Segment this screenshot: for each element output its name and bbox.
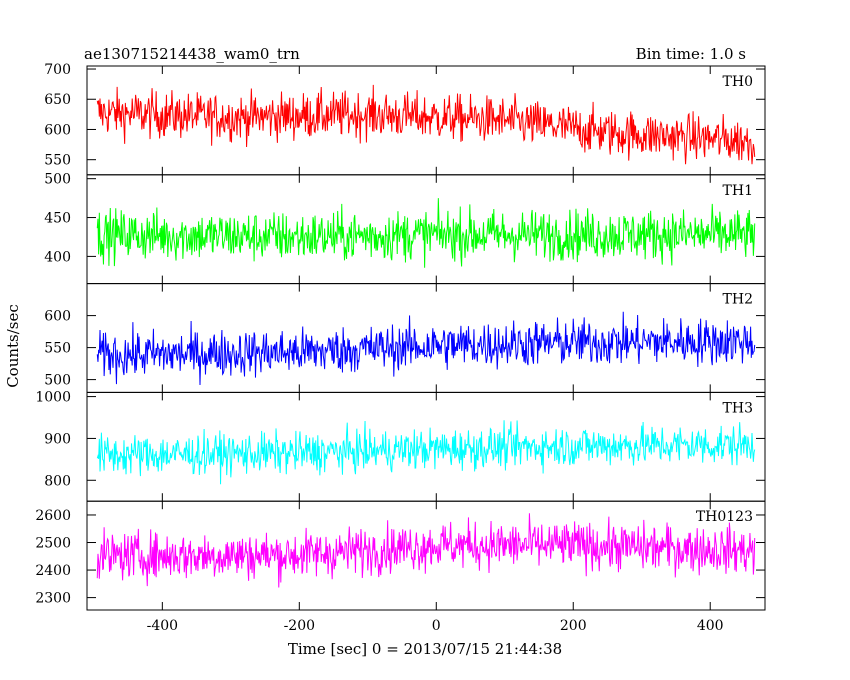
series-line-th2: [96, 311, 756, 385]
series-line-th3: [96, 420, 756, 485]
y-tick-label: 500: [44, 373, 71, 389]
panel-label: TH2: [723, 292, 753, 308]
chart-title: ae130715214438_wam0_trn: [84, 45, 300, 63]
series-line-th0123: [96, 513, 756, 588]
panel-th3: 800 900 1000 TH3: [35, 390, 766, 502]
y-tick-label: 600: [44, 122, 71, 138]
x-axis-label: Time [sec] 0 = 2013/07/15 21:44:38: [288, 640, 562, 658]
y-tick-label: 450: [44, 211, 71, 227]
panel-label: TH0123: [696, 509, 753, 525]
x-tick-label: -200: [284, 618, 315, 634]
y-tick-label: 550: [44, 341, 71, 357]
panel-th1: 400 450 500 TH1: [44, 172, 766, 285]
panel-th2: 500 550 600 TH2: [44, 283, 766, 393]
y-tick-label: 800: [44, 473, 71, 489]
y-tick-label: 2400: [35, 563, 71, 579]
y-tick-label: 400: [44, 249, 71, 265]
panel-th0123: 2300 2400 2500 2600 TH0123: [35, 500, 766, 611]
y-tick-label: 600: [44, 309, 71, 325]
y-tick-label: 550: [44, 153, 71, 169]
y-tick-label: 2600: [35, 508, 71, 524]
x-tick-label: 400: [697, 618, 724, 634]
series-line-th1: [96, 198, 756, 268]
x-tick-labels: -400 -200 0 200 400: [147, 618, 724, 634]
series-line-th0: [96, 84, 756, 165]
y-tick-label: 900: [44, 431, 71, 447]
panel-frame: [86, 500, 766, 611]
x-tick-label: -400: [147, 618, 178, 634]
panel-label: TH1: [723, 183, 753, 199]
panels-group: 550 600 650 700 TH0 400 450 500 TH1 500 550 600 TH2 8…: [35, 62, 766, 611]
panel-label: TH0: [723, 74, 753, 90]
panel-label: TH3: [723, 400, 753, 416]
y-axis-label: Counts/sec: [4, 304, 22, 388]
bin-time-label: Bin time: 1.0 s: [636, 45, 746, 63]
y-tick-label: 2500: [35, 536, 71, 552]
x-tick-label: 200: [560, 618, 587, 634]
y-tick-label: 1000: [35, 390, 71, 406]
panel-th0: 550 600 650 700 TH0: [44, 62, 766, 176]
y-tick-label: 650: [44, 92, 71, 108]
y-tick-label: 500: [44, 172, 71, 188]
y-tick-label: 2300: [35, 591, 71, 607]
y-tick-label: 700: [44, 62, 71, 78]
x-tick-label: 0: [432, 618, 441, 634]
